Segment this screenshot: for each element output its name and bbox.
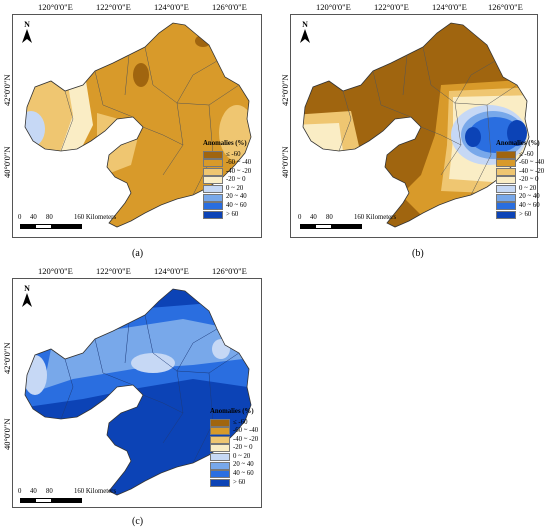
map-panel-a: 120°0'0"E 122°0'0"E 124°0'0"E 126°0'0"E … [0,0,276,262]
legend-item: -60 ~ -40 [496,159,544,168]
legend-item: -60 ~ -40 [210,427,258,436]
legend-item: 0 ~ 20 [496,185,544,194]
legend-title: Anomalies (%) [210,408,254,415]
north-arrow-b: N [298,20,312,45]
lat-tick-40: 40°0'0"N [2,146,12,178]
legend-item: 40 ~ 60 [210,470,258,479]
legend-swatch [496,150,516,159]
legend-swatch [496,176,516,185]
legend-swatch [203,185,223,194]
legend-item: 40 ~ 60 [496,202,544,211]
legend-swatch [203,176,223,185]
legend-swatch [210,470,230,479]
scale-bar-b: 0 40 80 160 Kilometers [298,214,428,234]
legend-swatch [210,427,230,436]
north-arrow-a: N [20,20,34,45]
legend-swatch [203,193,223,202]
legend-c: Anomalies (%) ≤ -60 -60 ~ -40 -40 ~ -20 … [210,408,258,487]
lon-tick-122: 122°0'0"E [374,2,409,12]
legend-item: ≤ -60 [210,418,258,427]
legend-item: -40 ~ -20 [496,168,544,177]
legend-swatch [210,453,230,462]
map-panel-c: 120°0'0"E 122°0'0"E 124°0'0"E 126°0'0"E … [0,262,276,532]
map-svg-a [24,22,252,228]
legend-swatch [210,461,230,470]
legend-title: Anomalies (%) [496,140,540,147]
legend-item: > 60 [203,211,251,220]
lon-tick-122: 122°0'0"E [96,266,131,276]
legend-swatch [210,444,230,453]
legend-swatch [210,478,230,487]
lon-tick-120: 120°0'0"E [38,2,73,12]
legend-swatch [203,150,223,159]
lon-tick-120: 120°0'0"E [38,266,73,276]
legend-item: ≤ -60 [496,150,544,159]
lat-tick-40: 40°0'0"N [280,146,290,178]
legend-item: 20 ~ 40 [496,193,544,202]
legend-swatch [496,167,516,176]
legend-item: 20 ~ 40 [203,193,251,202]
legend-swatch [203,167,223,176]
legend-item: -40 ~ -20 [210,436,258,445]
legend-swatch [496,202,516,211]
legend-swatch [496,159,516,168]
legend-swatch [203,202,223,211]
lon-tick-126: 126°0'0"E [212,2,247,12]
lon-tick-120: 120°0'0"E [316,2,351,12]
legend-item: 0 ~ 20 [203,185,251,194]
map-panel-b: 120°0'0"E 122°0'0"E 124°0'0"E 126°0'0"E … [276,0,550,262]
legend-b: Anomalies (%) ≤ -60 -60 ~ -40 -40 ~ -20 … [496,140,544,219]
district-boundaries-b [338,46,518,196]
legend-item: -20 ~ 0 [496,176,544,185]
lon-tick-126: 126°0'0"E [212,266,247,276]
district-boundaries-a [60,46,240,196]
legend-swatch [496,210,516,219]
lat-tick-40: 40°0'0"N [2,418,12,450]
scale-bar-c: 0 40 80 160 Kilometers [18,488,148,508]
lat-tick-42: 42°0'0"N [2,74,12,106]
north-arrow-icon [22,29,32,43]
legend-item: 0 ~ 20 [210,453,258,462]
scale-bar-a: 0 40 80 160 Kilometers [18,214,148,234]
legend-item: -20 ~ 0 [210,444,258,453]
legend-item: > 60 [210,479,258,488]
lat-tick-42: 42°0'0"N [2,342,12,374]
legend-swatch [496,185,516,194]
legend-item: ≤ -60 [203,150,251,159]
legend-item: 40 ~ 60 [203,202,251,211]
legend-item: -20 ~ 0 [203,176,251,185]
map-svg-c [24,288,252,496]
legend-item: 20 ~ 40 [210,461,258,470]
legend-swatch [210,435,230,444]
district-boundaries-c [60,314,240,464]
lon-tick-124: 124°0'0"E [432,2,467,12]
legend-title: Anomalies (%) [203,140,247,147]
legend-item: -40 ~ -20 [203,168,251,177]
lat-tick-42: 42°0'0"N [280,74,290,106]
lon-tick-126: 126°0'0"E [488,2,523,12]
lon-tick-122: 122°0'0"E [96,2,131,12]
north-arrow-icon [300,29,310,43]
lon-tick-124: 124°0'0"E [154,266,189,276]
north-arrow-c: N [20,284,34,309]
legend-swatch [203,159,223,168]
lon-tick-124: 124°0'0"E [154,2,189,12]
legend-a: Anomalies (%) ≤ -60 -60 ~ -40 -40 ~ -20 … [203,140,251,219]
legend-item: -60 ~ -40 [203,159,251,168]
panel-caption-a: (a) [132,248,144,259]
map-frame-c [12,278,262,508]
map-frame-a [12,14,262,238]
panel-caption-c: (c) [132,516,144,527]
legend-swatch [210,418,230,427]
north-arrow-icon [22,293,32,307]
legend-item: > 60 [496,211,544,220]
panel-caption-b: (b) [412,248,424,259]
legend-swatch [203,210,223,219]
legend-swatch [496,193,516,202]
